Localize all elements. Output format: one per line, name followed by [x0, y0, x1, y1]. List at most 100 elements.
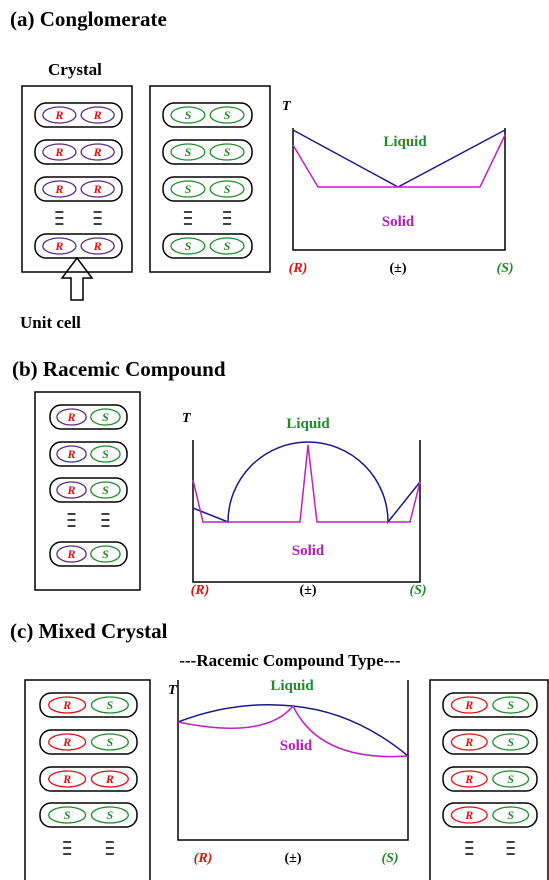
crystal-box — [429, 679, 549, 880]
x-label: (R) — [289, 261, 308, 276]
unit-capsule — [34, 176, 123, 202]
molecule-label: R — [464, 772, 473, 786]
phase-diagram: T Liquid Solid (R) (±) (S) — [168, 678, 409, 866]
unit-capsule — [39, 766, 138, 792]
x-label: (±) — [284, 851, 301, 866]
molecule-label: S — [507, 808, 514, 822]
unit-capsule — [49, 441, 128, 467]
axis-label: T — [182, 411, 192, 426]
panel-title: (b) Racemic Compound — [12, 357, 226, 381]
unit-capsule — [442, 692, 538, 718]
molecule — [170, 143, 206, 161]
molecule-label: S — [224, 145, 231, 159]
molecule — [90, 481, 121, 499]
molecule — [56, 481, 87, 499]
molecule — [209, 180, 245, 198]
x-label: (S) — [381, 851, 398, 866]
molecule-label: R — [67, 547, 76, 561]
molecule — [209, 237, 245, 255]
axes — [292, 128, 506, 251]
unit-capsule — [49, 477, 128, 503]
molecule — [42, 143, 77, 161]
molecule-label: S — [507, 772, 514, 786]
x-label: (S) — [409, 583, 426, 598]
molecule — [80, 180, 115, 198]
molecule — [450, 733, 488, 751]
molecule-label: R — [62, 698, 71, 712]
molecule-label: R — [93, 145, 102, 159]
molecule — [56, 545, 87, 563]
molecule — [90, 445, 121, 463]
molecule — [48, 806, 87, 824]
molecule — [80, 237, 115, 255]
molecule-label: S — [106, 698, 113, 712]
liquidus — [192, 441, 421, 525]
molecule — [80, 106, 115, 124]
molecule — [48, 770, 87, 788]
unit-capsule — [39, 729, 138, 755]
molecule — [90, 733, 129, 751]
unit-capsule — [39, 802, 138, 828]
unit-capsule — [162, 233, 253, 259]
molecule — [90, 806, 129, 824]
unit-capsule — [442, 729, 538, 755]
unit-capsule — [34, 139, 123, 165]
molecule — [492, 770, 530, 788]
molecule-label: R — [93, 182, 102, 196]
unit-capsule — [162, 102, 253, 128]
solid-label: Solid — [292, 543, 325, 559]
axis-label: T — [168, 683, 178, 698]
solidus — [192, 444, 421, 523]
molecule-label: R — [464, 808, 473, 822]
unit-capsule — [442, 766, 538, 792]
crystal-box — [34, 391, 141, 591]
phase-diagram: T Liquid Solid (R) (±) (S) — [182, 411, 427, 598]
molecule — [209, 106, 245, 124]
molecule-label: R — [54, 108, 63, 122]
solidus — [177, 704, 409, 758]
panel-title: (a) Conglomerate — [10, 7, 167, 31]
unit-cell-label: Unit cell — [20, 313, 81, 332]
molecule-label: R — [67, 483, 76, 497]
unit-capsule — [49, 541, 128, 567]
x-label: (R) — [194, 851, 213, 866]
unit-capsule — [34, 233, 123, 259]
molecule — [450, 696, 488, 714]
molecule — [48, 733, 87, 751]
crystal-box — [24, 679, 151, 880]
molecule-label: S — [106, 735, 113, 749]
molecule — [90, 696, 129, 714]
molecule — [170, 237, 206, 255]
molecule-label: R — [54, 145, 63, 159]
axes — [192, 440, 421, 583]
molecule — [80, 143, 115, 161]
molecule-label: R — [54, 239, 63, 253]
molecule-label: S — [185, 108, 192, 122]
molecule — [42, 180, 77, 198]
molecule-label: S — [507, 698, 514, 712]
subtitle: ---Racemic Compound Type--- — [179, 651, 401, 670]
molecule — [42, 106, 77, 124]
molecule-label: S — [106, 808, 113, 822]
molecule — [90, 770, 129, 788]
molecule — [209, 143, 245, 161]
molecule-label: R — [54, 182, 63, 196]
molecule-label: R — [93, 239, 102, 253]
molecule-label: R — [105, 772, 114, 786]
molecule-label: R — [93, 108, 102, 122]
molecule — [42, 237, 77, 255]
molecule-label: R — [62, 735, 71, 749]
molecule-label: S — [102, 410, 109, 424]
crystal-label: Crystal — [48, 60, 102, 79]
x-label: (±) — [299, 583, 316, 598]
molecule — [48, 696, 87, 714]
molecule-label: S — [224, 108, 231, 122]
molecule-label: R — [464, 735, 473, 749]
molecule-label: S — [185, 182, 192, 196]
molecule-label: R — [67, 410, 76, 424]
x-label: (R) — [191, 583, 210, 598]
crystal-box — [149, 85, 271, 273]
molecule-label: S — [64, 808, 71, 822]
unit-capsule — [162, 139, 253, 165]
